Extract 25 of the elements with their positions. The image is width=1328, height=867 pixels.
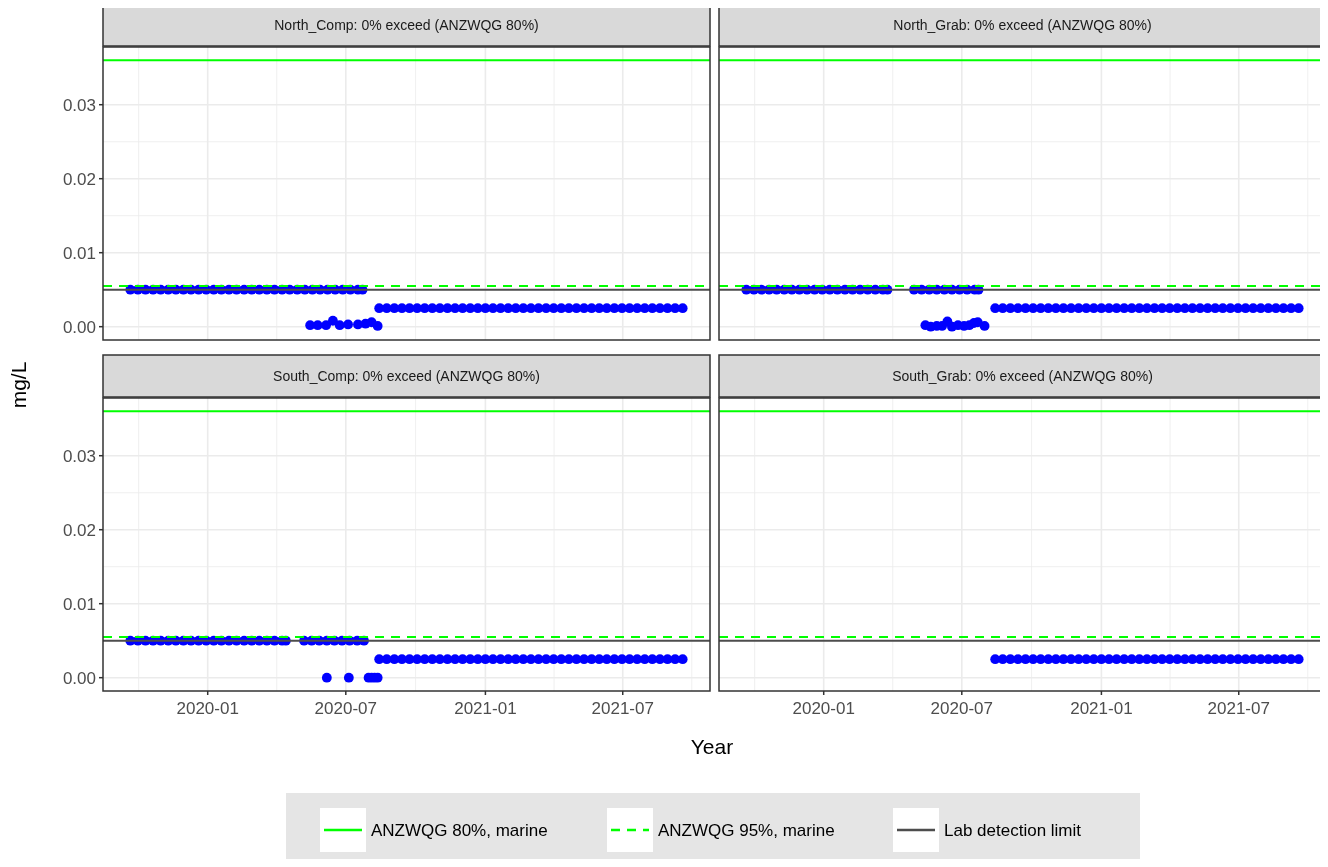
legend-label: ANZWQG 80%, marine <box>371 821 548 840</box>
x-axis-title: Year <box>690 735 734 758</box>
y-tick-label: 0.02 <box>62 520 96 540</box>
legend-label: ANZWQG 95%, marine <box>658 821 835 840</box>
x-tick-label: 2020-01 <box>176 699 239 718</box>
x-tick-label: 2021-01 <box>454 699 517 718</box>
y-tick-label: 0.03 <box>62 95 96 115</box>
x-tick-label: 2021-01 <box>1070 699 1133 718</box>
y-tick-label: 0.00 <box>62 317 96 337</box>
chart-title: North_Grab: 0% exceed (ANZWQG 80%) <box>893 17 1152 33</box>
chart-title: South_Comp: 0% exceed (ANZWQG 80%) <box>273 368 540 384</box>
y-tick-label: 0.03 <box>62 446 96 466</box>
x-tick-label: 2021-07 <box>591 699 654 718</box>
chart-title: North_Comp: 0% exceed (ANZWQG 80%) <box>274 17 539 33</box>
chart-title: South_Grab: 0% exceed (ANZWQG 80%) <box>892 368 1153 384</box>
y-tick-label: 0.00 <box>62 668 96 688</box>
y-tick-label: 0.01 <box>62 594 96 614</box>
y-axis-title: mg/L <box>7 361 30 409</box>
y-tick-label: 0.02 <box>62 169 96 189</box>
x-tick-label: 2020-01 <box>792 699 855 718</box>
y-tick-label: 0.01 <box>62 243 96 263</box>
x-tick-label: 2020-07 <box>314 699 377 718</box>
x-tick-label: 2020-07 <box>930 699 993 718</box>
legend-label: Lab detection limit <box>944 821 1082 840</box>
x-tick-label: 2021-07 <box>1207 699 1270 718</box>
